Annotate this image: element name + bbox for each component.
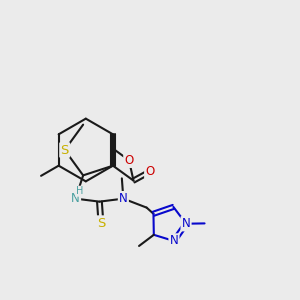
Text: N: N — [169, 235, 178, 248]
Text: N: N — [71, 192, 80, 205]
Text: S: S — [97, 217, 105, 230]
Text: N: N — [182, 217, 190, 230]
Text: O: O — [145, 165, 154, 178]
Text: H: H — [76, 186, 83, 196]
Text: S: S — [61, 143, 69, 157]
Text: O: O — [124, 154, 134, 167]
Text: N: N — [119, 192, 128, 205]
